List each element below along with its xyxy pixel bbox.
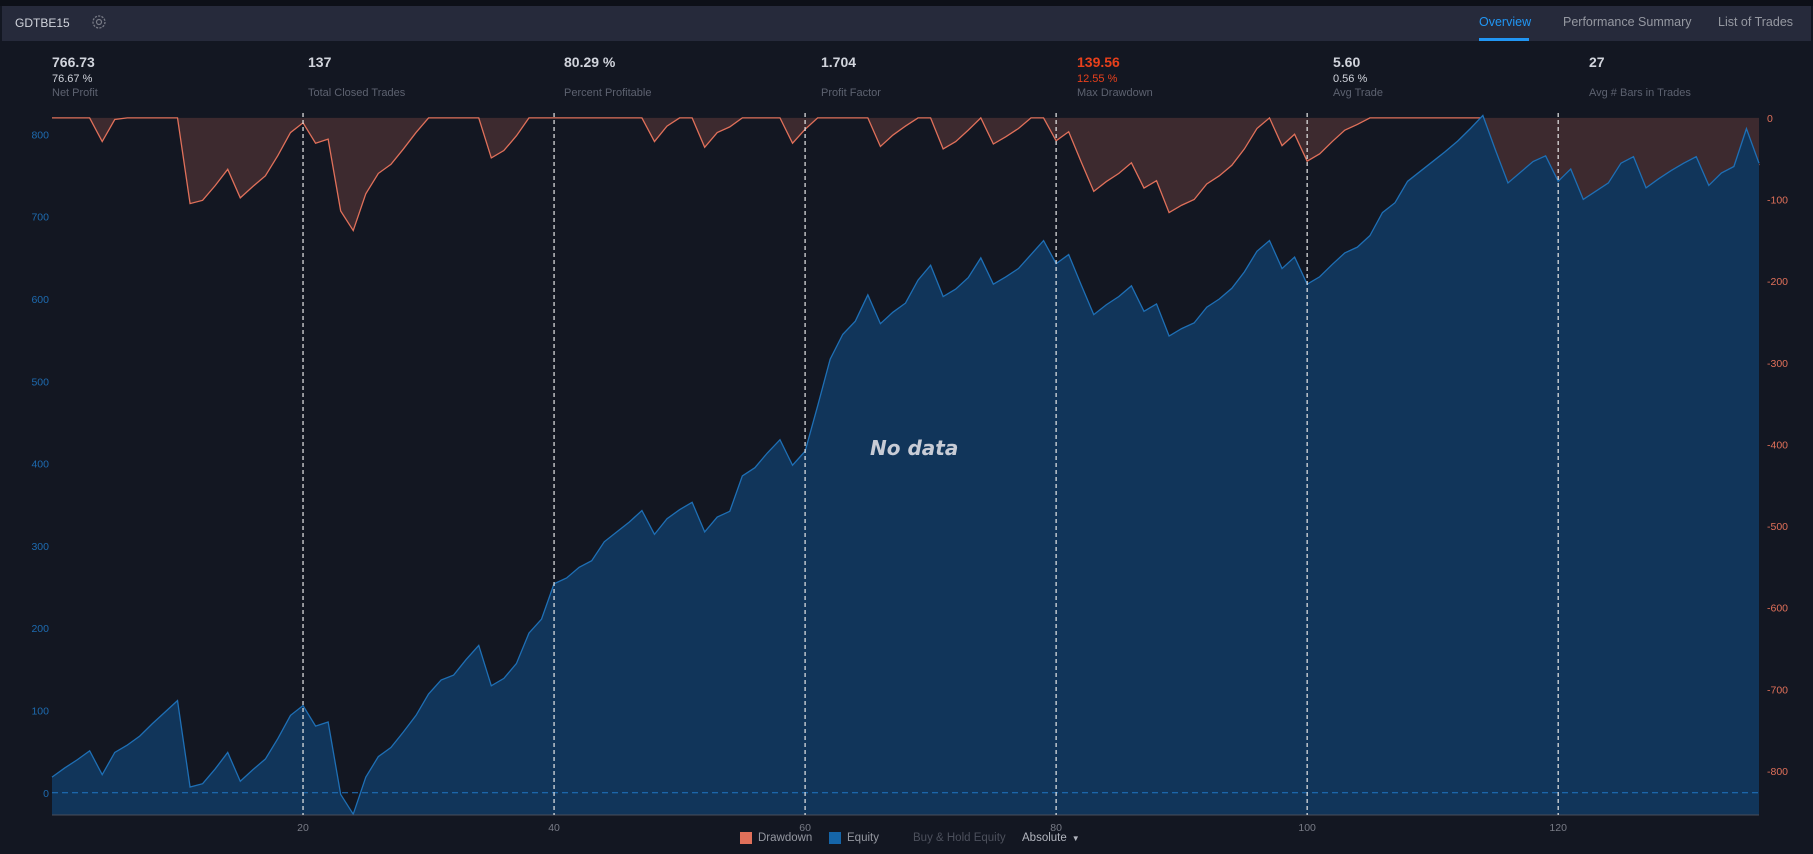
stat-total-closed-trades: 137 Total Closed Trades	[308, 54, 405, 99]
stat-value: 766.73	[52, 54, 95, 70]
stat-label: Total Closed Trades	[308, 87, 406, 99]
stat-value: 80.29 %	[564, 54, 616, 70]
drawdown-area	[52, 117, 1759, 231]
stat-avg-trade: 5.60 0.56 % Avg Trade	[1333, 54, 1383, 99]
stat-avg-bars-in-trades: 27 Avg # Bars in Trades	[1589, 54, 1691, 99]
gear-icon[interactable]	[91, 14, 107, 30]
stat-net-profit: 766.73 76.67 % Net Profit	[52, 54, 98, 99]
stat-value: 1.704	[821, 54, 857, 70]
stat-sub: 0.56 %	[1333, 73, 1368, 85]
drawdown-swatch	[740, 832, 752, 844]
chevron-down-icon: ▼	[1071, 833, 1080, 843]
equity-line	[51, 114, 1760, 816]
left-axis-label: 0	[43, 788, 49, 800]
stat-label: Net Profit	[52, 87, 98, 99]
legend-equity[interactable]: Equity	[829, 832, 879, 844]
tab-performance-summary[interactable]: Performance Summary	[1563, 15, 1692, 29]
legend-label: Equity	[847, 832, 879, 844]
right-axis-label: -600	[1767, 603, 1788, 615]
stat-value: 5.60	[1333, 54, 1361, 70]
right-axis-label: -300	[1767, 358, 1788, 370]
stat-label: Profit Factor	[821, 87, 881, 99]
x-tick-label: 40	[548, 822, 560, 834]
stat-value: 137	[308, 54, 332, 70]
right-axis-label: -800	[1767, 766, 1788, 778]
tab-overview[interactable]: Overview	[1479, 15, 1532, 29]
stat-value: 27	[1589, 54, 1605, 70]
right-axis-label: -700	[1767, 684, 1788, 696]
x-tick-label: 20	[297, 822, 309, 834]
right-axis-label: -100	[1767, 195, 1788, 207]
left-axis-label: 700	[31, 212, 49, 224]
left-axis-label: 500	[31, 376, 49, 388]
left-axis-label: 300	[31, 541, 49, 553]
stat-label: Percent Profitable	[564, 87, 652, 99]
legend-label: Drawdown	[758, 832, 813, 844]
stat-sub: 76.67 %	[52, 73, 93, 85]
right-axis-label: -200	[1767, 276, 1788, 288]
strategy-title: GDTBE15	[15, 16, 70, 30]
x-tick-label: 120	[1549, 822, 1567, 834]
stat-label: Avg # Bars in Trades	[1589, 87, 1691, 99]
stat-percent-profitable: 80.29 % Percent Profitable	[564, 54, 651, 99]
legend-buy-hold-equity[interactable]: Buy & Hold Equity	[913, 832, 1006, 844]
strategy-header: GDTBE15 Overview Performance Summary Lis…	[2, 6, 1811, 41]
right-axis-label: -400	[1767, 439, 1788, 451]
stat-max-drawdown: 139.56 12.55 % Max Drawdown	[1077, 54, 1153, 99]
legend-drawdown[interactable]: Drawdown	[740, 832, 812, 844]
tab-list-of-trades[interactable]: List of Trades	[1718, 15, 1794, 29]
x-tick-label: 80	[1050, 822, 1062, 834]
equity-swatch	[829, 832, 841, 844]
window-top-strip	[0, 0, 1813, 6]
equity-area	[52, 115, 1759, 815]
active-tab-indicator	[1479, 38, 1529, 41]
x-tick-label: 60	[799, 822, 811, 834]
left-axis-label: 800	[31, 129, 49, 141]
no-data-message: No data	[870, 436, 959, 460]
stat-sub: 12.55 %	[1077, 73, 1118, 85]
legend-label: Buy & Hold Equity	[913, 832, 1006, 844]
left-axis-label: 100	[31, 705, 49, 717]
mode-label: Absolute	[1022, 832, 1067, 844]
drawdown-line	[52, 116, 1760, 233]
stat-label: Max Drawdown	[1077, 87, 1153, 99]
x-tick-label: 100	[1298, 822, 1316, 834]
mode-dropdown[interactable]: Absolute ▼	[1022, 832, 1080, 844]
right-axis-label: 0	[1767, 113, 1773, 125]
left-axis-label: 400	[31, 459, 49, 471]
stat-label: Avg Trade	[1333, 87, 1383, 99]
right-axis-label: -500	[1767, 521, 1788, 533]
stat-profit-factor: 1.704 Profit Factor	[821, 54, 881, 99]
left-axis-label: 200	[31, 623, 49, 635]
stat-value: 139.56	[1077, 54, 1120, 70]
left-axis-label: 600	[31, 294, 49, 306]
